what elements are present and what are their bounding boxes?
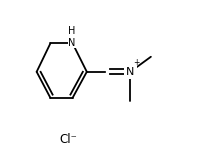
Text: +: + [134,58,140,67]
Text: N: N [68,38,75,48]
Text: N: N [126,67,134,77]
Text: Cl⁻: Cl⁻ [60,133,77,146]
Text: H: H [68,26,75,36]
